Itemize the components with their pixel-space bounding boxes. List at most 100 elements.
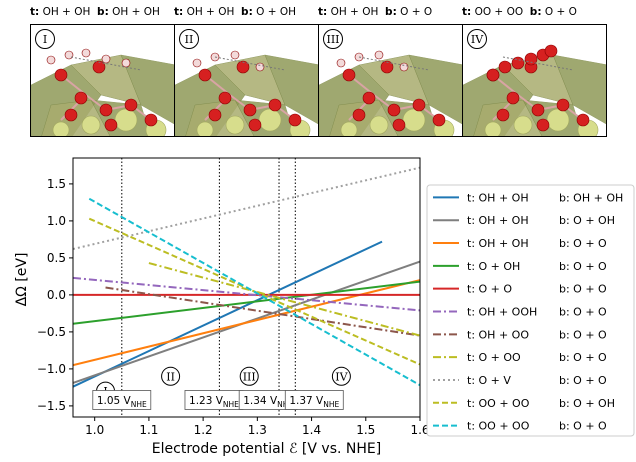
panel-3-structure-image: III <box>318 24 463 137</box>
hydrogen-atom <box>399 62 409 72</box>
oxygen-atom <box>544 44 558 58</box>
metal-atom <box>52 121 70 136</box>
hydrogen-atom <box>210 52 220 62</box>
legend-label-bottom: b: O + O <box>559 260 607 273</box>
series-group <box>73 166 420 388</box>
legend-label-bottom: b: O + O <box>559 420 607 433</box>
structure-drawing <box>31 48 174 136</box>
series-line <box>88 197 420 387</box>
series-line <box>148 262 420 337</box>
oxygen-atom <box>576 113 590 127</box>
region-circle <box>239 366 259 386</box>
legend-box <box>426 184 635 437</box>
y-tick-label: 1.5 <box>47 177 66 191</box>
oxygen-atom <box>352 108 366 122</box>
oxygen-atom <box>64 108 78 122</box>
hydrogen-atom <box>354 52 364 62</box>
oxygen-atom <box>236 60 250 74</box>
oxygen-atom <box>511 56 525 70</box>
polyhedron-shape <box>120 54 174 125</box>
y-axis-label: ΔΩ [eV] <box>14 253 30 307</box>
metal-atom <box>513 115 533 135</box>
structure-drawing <box>463 44 606 136</box>
region-label: II <box>166 370 175 383</box>
panel-2-b-prefix: b: <box>241 6 253 18</box>
oxygen-atom <box>342 68 356 82</box>
hydrogen-atom <box>255 62 265 72</box>
oxygen-atom <box>92 60 106 74</box>
panel-roman-label: I <box>35 29 55 49</box>
panel-2-b-text: O + OH <box>256 6 297 18</box>
legend-label-top: t: OH + OOH <box>467 306 537 319</box>
oxygen-atom <box>486 68 500 82</box>
panel-3-b-text: O + O <box>400 6 433 18</box>
hydrogen-atom <box>81 48 91 58</box>
potential-box <box>284 390 344 410</box>
panel-2-label: t: OH + OH b: O + OH <box>174 2 324 22</box>
oxygen-atom <box>54 68 68 82</box>
potential-label: 1.37 VNHE <box>289 395 339 409</box>
oxygen-atom <box>498 60 512 74</box>
oxygen-atom <box>380 60 394 74</box>
oxygen-atom <box>506 91 520 105</box>
panel-2-structure-image: II <box>174 24 319 137</box>
y-tick-label: 1.0 <box>47 214 66 228</box>
oxygen-atom <box>144 113 158 127</box>
x-tick-label: 1.2 <box>194 423 213 437</box>
oxygen-atom <box>392 118 406 132</box>
free-energy-chart: 1.0 1.1 1.2 1.3 1.4 1.5 1.6 1.5 1.0 0.5 0.0 −0.5 −1.… <box>14 157 635 457</box>
structure-drawing <box>319 50 462 136</box>
oxygen-atom <box>432 113 446 127</box>
legend-label-top: t: O + V <box>467 374 511 387</box>
oxygen-atom <box>362 91 376 105</box>
polyhedron-shape <box>264 54 318 125</box>
legend-label-top: t: O + OO <box>467 351 521 364</box>
panel-roman-label: II <box>179 29 199 49</box>
panel-4-t-text: OO + OO <box>474 6 524 18</box>
metal-atom <box>484 121 502 136</box>
plot-frame <box>72 157 421 418</box>
oxygen-atom <box>496 108 510 122</box>
legend-label-bottom: b: O + O <box>559 237 607 250</box>
legend-label-bottom: b: O + O <box>559 306 607 319</box>
panel-3-label: t: OH + OH b: O + O <box>318 2 468 22</box>
panel-1-structure-image: I <box>30 24 175 137</box>
legend-label-top: t: OH + OO <box>467 328 529 341</box>
hydrogen-atom <box>192 58 202 68</box>
oxygen-atom <box>218 91 232 105</box>
panel-4-label: t: OO + OO b: O + O <box>462 2 612 22</box>
oxygen-atom <box>243 103 257 117</box>
panel-4-t-prefix: t: <box>462 6 472 18</box>
legend-label-top: t: OO + OO <box>467 397 530 410</box>
x-tick-label: 1.1 <box>139 423 158 437</box>
legend-label-bottom: b: OH + OH <box>559 191 623 204</box>
oxygen-atom <box>99 103 113 117</box>
hydrogen-atom <box>336 58 346 68</box>
metal-atom <box>81 115 101 135</box>
legend-label-bottom: b: O + OH <box>559 397 615 410</box>
panel-3-b-prefix: b: <box>385 6 397 18</box>
series-line <box>73 276 420 312</box>
polyhedron-shape <box>408 54 462 125</box>
x-tick-label: 1.6 <box>410 423 429 437</box>
legend-label-top: t: OH + OH <box>467 237 529 250</box>
region-label: IV <box>335 370 348 383</box>
y-tick-label: −1.5 <box>37 399 66 413</box>
oxygen-atom <box>104 118 118 132</box>
metal-atom <box>402 108 426 132</box>
x-tick-label: 1.4 <box>302 423 321 437</box>
potential-box <box>92 390 152 410</box>
hydrogen-atom <box>101 54 111 64</box>
panel-2-t-text: OH + OH <box>186 6 235 18</box>
y-tick-label: −1.0 <box>37 362 66 376</box>
oxygen-atom <box>531 103 545 117</box>
metal-atom <box>196 121 214 136</box>
metal-atom <box>114 108 138 132</box>
legend-label-top: t: OH + OH <box>467 191 529 204</box>
panel-roman-label: III <box>323 29 343 49</box>
hydrogen-atom <box>121 58 131 68</box>
oxygen-atom <box>288 113 302 127</box>
series-line <box>105 286 420 337</box>
oxygen-atom <box>208 108 222 122</box>
panel-3-t-text: OH + OH <box>330 6 379 18</box>
